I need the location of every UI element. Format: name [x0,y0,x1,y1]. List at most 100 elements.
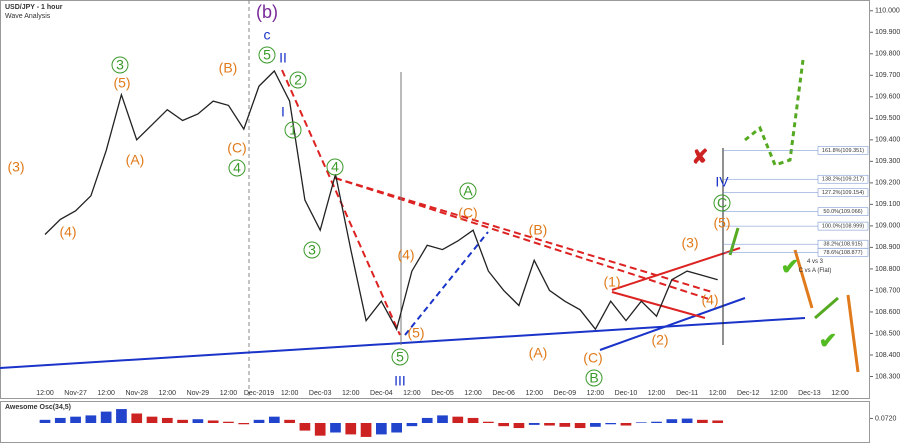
osc-bar [100,411,112,423]
x-tick-label: Dec-09 [554,390,577,397]
x-tick-label: Dec-11 [676,390,698,397]
wave-label: (A) [529,345,548,361]
wave-label: 4 [233,160,241,176]
osc-bar [574,423,586,429]
wave-circle [713,194,731,212]
chart-title: USD/JPY - 1 hour [5,4,63,11]
wave-circle [284,121,302,139]
channel-line [611,291,706,319]
chart-subtitle: Wave Analysis [5,13,51,20]
x-tick-label: Dec-03 [309,390,332,397]
wave-circle [303,241,321,259]
wave-circle [585,369,603,387]
arrow [793,249,814,309]
y-tick-label: 109.100 [875,201,900,208]
y-tick-label: 109.300 [875,158,900,165]
y-tick-label: 108.700 [875,287,900,294]
osc-bar [651,421,662,423]
wave-label: 5 [263,47,271,63]
arrow [846,294,860,373]
x-tick-label: 12:00 [97,390,115,397]
wave-label: C [717,195,727,211]
fib-label: 161.8%(109.351) [822,148,864,154]
osc-bar [391,423,402,433]
x-tick-label: Nov-27 [64,390,87,397]
x-tick-label: Dec-06 [492,390,515,397]
wave-label: (5) [113,75,130,91]
fib-label: 100.0%(108.999) [822,224,864,230]
wave-label: 4 [331,159,339,175]
x-tick-label: Dec-12 [737,390,760,397]
wave-line [404,231,489,336]
plot-frame [0,0,870,399]
osc-bar [605,423,617,425]
arrow [728,227,740,256]
x-tick-label: 12:00 [587,390,605,397]
osc-bar [116,409,127,423]
osc-bar [681,418,693,423]
osc-bar [528,423,540,425]
wave-label: 5 [396,349,404,365]
wave-label: (B) [529,222,548,238]
osc-bar [360,423,372,437]
y-tick-label: 109.700 [875,72,900,79]
x-tick-label: 12:00 [770,390,788,397]
osc-bar [635,422,647,423]
fib-label: 38.2%(108.915) [823,242,862,248]
price-line [44,69,718,331]
wave-label: III [394,373,406,389]
osc-bar [238,423,250,425]
x-tick-label: 12:00 [159,390,177,397]
support-line [599,297,746,351]
osc-bar [375,423,387,435]
osc-bar [666,419,678,423]
osc-bar [483,421,494,423]
wave-line [334,177,713,301]
osc-bar [131,413,143,423]
y-tick-label: 109.000 [875,223,900,230]
wave-circle [111,56,129,74]
osc-bar [590,423,601,427]
wave-label: 3 [308,242,316,258]
osc-bar [85,415,97,423]
wave-circle [326,158,344,176]
y-tick-label: 110.000 [875,8,900,15]
wave-label: (b) [256,2,278,22]
osc-bar [345,423,357,435]
wave-label: c [264,27,271,43]
wave-circle [258,46,276,64]
x-tick-label: Dec-10 [615,390,638,397]
note: C vs A (Flat) [799,268,832,274]
fib-box [817,221,869,231]
fib-box [817,174,869,184]
y-tick-label: 108.500 [875,330,900,337]
y-tick-label: 108.300 [875,373,900,380]
x-tick-label: Dec-2019 [244,390,274,397]
y-tick-label: 108.400 [875,352,900,359]
osc-bar [452,416,464,423]
osc-bar [161,417,173,423]
osc-bar [70,416,81,423]
osc-bar [406,423,418,427]
wave-label: (4) [59,224,76,240]
osc-bar [712,420,724,423]
wave-label: (5) [713,215,730,231]
fib-box [817,146,869,155]
arrow [814,296,839,320]
wave-label: (C) [583,350,602,366]
support-line [0,317,806,369]
osc-bar [330,423,341,433]
x-tick-label: Dec-13 [798,390,821,397]
osc-bar [544,423,555,426]
wave-label: B [589,370,598,386]
fib-label: 78.6%(108.877) [823,250,862,256]
x-tick-label: 12:00 [403,390,421,397]
osc-bar [513,423,525,429]
wave-label: (1) [603,274,620,290]
wave-label: (5) [407,325,424,341]
osc-bar [54,417,66,423]
osc-bar [146,416,158,423]
x-tick-label: 12:00 [342,390,360,397]
osc-bar [177,419,188,423]
osc-bar [620,423,632,426]
